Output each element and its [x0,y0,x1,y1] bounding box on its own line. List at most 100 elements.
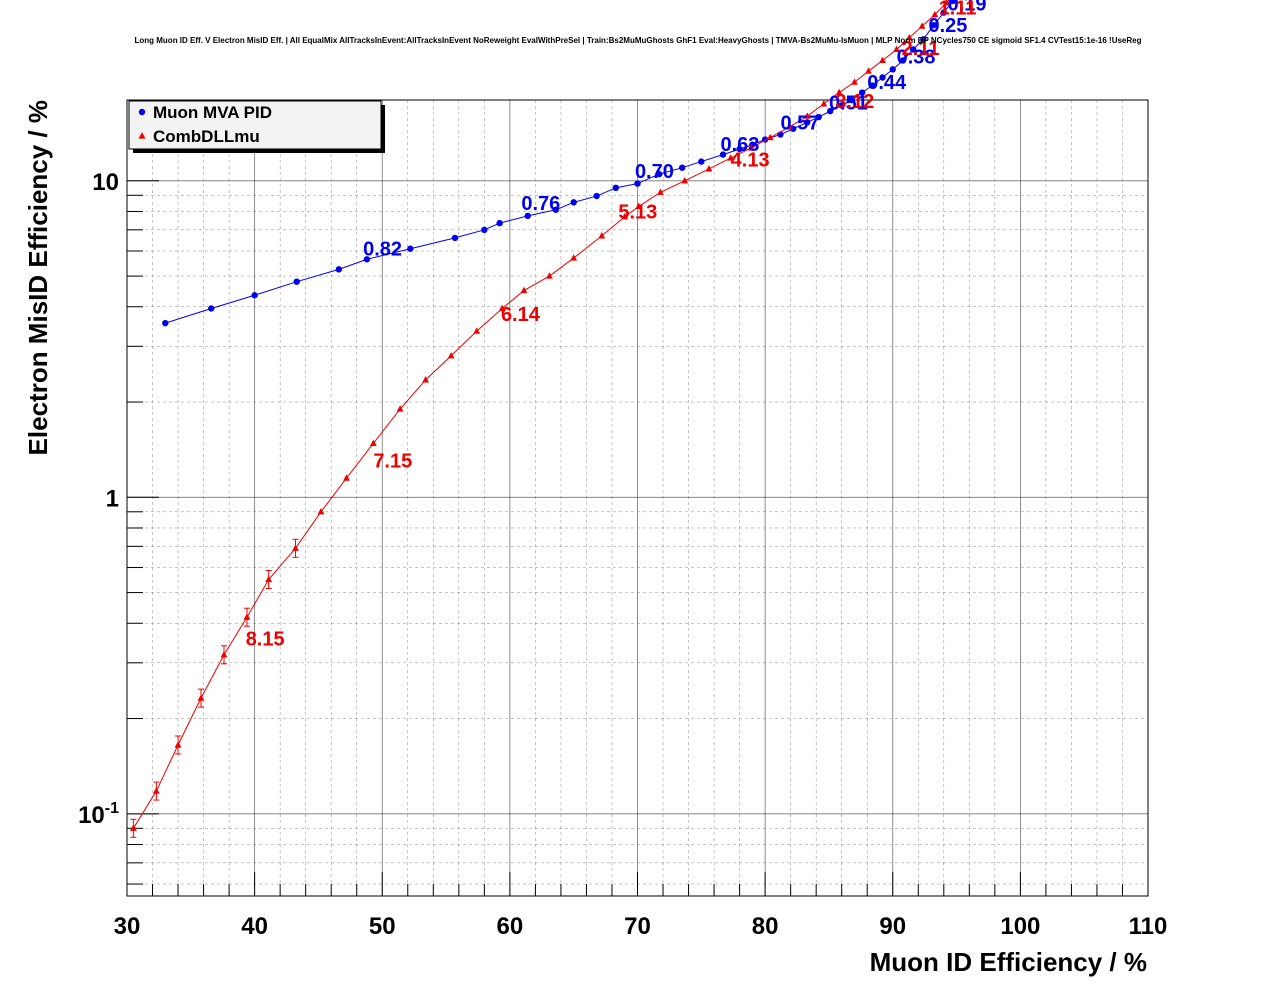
data-point [889,66,896,73]
data-point [949,0,956,5]
series [129,0,956,838]
data-point [909,46,917,53]
data-point [827,107,834,115]
data-point [496,219,503,227]
chart-title: Long Muon ID Eff. V Electron MisID Eff. … [134,36,1141,45]
data-point [451,234,459,242]
data-point [634,180,641,187]
data-point [407,245,414,252]
data-point [835,88,843,96]
data-point [681,176,689,184]
data-point [851,78,858,85]
data-point [705,165,713,172]
data-point [208,305,215,312]
data-point [838,102,845,109]
legend-label: CombDLLmu [153,127,260,146]
x-tick-label: 50 [369,913,396,940]
cut-value-label: 0.76 [521,193,560,215]
data-point [931,10,939,18]
cut-value-label: 0.19 [948,0,987,16]
data-point [593,192,600,200]
data-point [570,199,577,206]
data-point [879,56,886,64]
cut-value-label: 1.11 [939,0,977,20]
legend-box [128,100,382,150]
cut-value-label: 0.57 [780,113,819,135]
cut-value-label: 0.38 [897,46,936,68]
data-point [524,212,531,220]
cut-value-label: 4.13 [731,149,770,171]
y-tick-label: 1 [106,485,119,512]
data-point [790,125,797,132]
data-point [918,22,926,29]
x-tick-label: 40 [241,913,268,940]
cut-value-label: 5.13 [618,202,657,224]
data-point [879,74,886,81]
cut-value-label: 2.11 [902,38,940,60]
legend: Muon MVA PID CombDLLmu [128,100,385,153]
x-tick-label: 70 [624,913,651,940]
data-point [815,113,822,121]
data-point [598,232,606,239]
axis-ticks [126,180,1149,896]
data-point [893,45,900,53]
cut-value-label: 0.51 [829,92,868,114]
data-point [678,164,686,171]
series-line [132,0,950,829]
data-point [785,123,793,130]
legend-label: Muon MVA PID [153,103,272,122]
y-tick-label: 10-1 [78,800,119,829]
data-point [820,100,828,107]
data-point [905,34,913,41]
legend-marker [138,108,146,116]
y-tick-label: 10 [92,169,119,196]
data-point [848,96,856,104]
data-point [869,82,876,89]
data-point [363,256,371,263]
data-point [473,327,481,334]
data-point [804,119,811,126]
data-point [736,145,743,153]
data-point [727,154,735,161]
data-point [498,304,506,312]
y-tick-labels: 10 1 10-1 [78,169,119,829]
data-point [293,278,300,285]
series-combdllmu [129,0,950,838]
data-point [612,184,620,192]
cut-value-label: 0.63 [720,134,759,156]
data-point [940,9,947,16]
x-axis-title: Muon ID Efficiency / % [870,947,1147,977]
data-point [162,319,169,327]
cut-value-labels: 0.82 0.76 0.70 0.63 0.57 0.510.44 0.38 0.250.19… [246,0,987,651]
x-tick-label: 110 [1129,913,1168,940]
data-point [865,67,872,74]
data-point [335,266,343,273]
data-point [251,292,258,299]
cut-value-label: 0.44 [867,72,907,94]
x-tick-label: 100 [1000,913,1040,940]
cut-value-label: 0.70 [635,161,674,183]
cut-value-label: 6.14 [501,304,541,326]
data-point [747,144,755,151]
cut-value-label: 8.15 [246,629,285,651]
data-point [719,151,727,158]
cut-value-label: 0.25 [928,15,967,37]
data-point [570,254,578,261]
data-point [655,170,663,178]
x-tick-label: 80 [752,913,779,940]
data-point [698,158,705,165]
cut-value-label: 0.82 [363,239,402,261]
data-point [766,133,774,141]
data-point [520,286,528,294]
x-tick-label: 60 [497,913,524,940]
x-tick-label: 30 [114,913,141,940]
data-point [422,376,430,383]
data-point [635,202,643,210]
data-point [317,507,325,515]
data-point [899,57,907,64]
data-point [803,112,811,119]
data-point [481,226,488,234]
data-point [942,0,950,6]
legend-marker [138,132,146,139]
